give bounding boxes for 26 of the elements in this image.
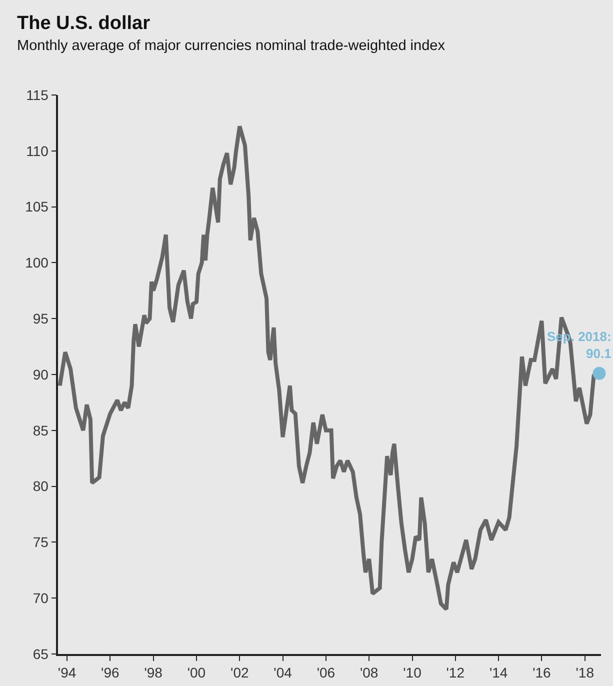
y-tick-label: 80 xyxy=(32,478,49,494)
y-tick-label: 105 xyxy=(25,198,49,215)
x-tick-label: '94 xyxy=(58,664,76,681)
y-tick-label: 115 xyxy=(26,86,49,103)
x-tick-label: '08 xyxy=(360,664,378,681)
x-tick-label: '16 xyxy=(532,664,552,681)
x-tick-label: '98 xyxy=(144,664,163,681)
x-tick-label: '14 xyxy=(489,664,508,681)
y-tick-label: 100 xyxy=(25,254,49,271)
y-tick-label: 95 xyxy=(32,310,49,326)
y-tick-label: 75 xyxy=(32,534,49,550)
x-tick-label: '18 xyxy=(576,664,594,681)
y-tick-label: 110 xyxy=(26,142,49,159)
x-tick-label: '06 xyxy=(316,664,336,681)
x-tick-label: '96 xyxy=(101,664,120,681)
y-tick-label: 65 xyxy=(32,646,49,662)
y-tick-label: 85 xyxy=(32,422,49,438)
x-tick-label: '12 xyxy=(446,664,465,681)
x-tick-label: '10 xyxy=(403,664,422,681)
x-tick-label: '04 xyxy=(274,664,292,681)
y-tick-label: 70 xyxy=(32,590,49,606)
chart-subtitle: Monthly average of major currencies nominal trade-weighted index xyxy=(17,38,446,54)
y-tick-label: 90 xyxy=(32,366,49,382)
chart-title: The U.S. dollar xyxy=(17,13,151,34)
x-tick-label: '02 xyxy=(230,664,249,681)
x-tick-label: '00 xyxy=(187,664,206,681)
